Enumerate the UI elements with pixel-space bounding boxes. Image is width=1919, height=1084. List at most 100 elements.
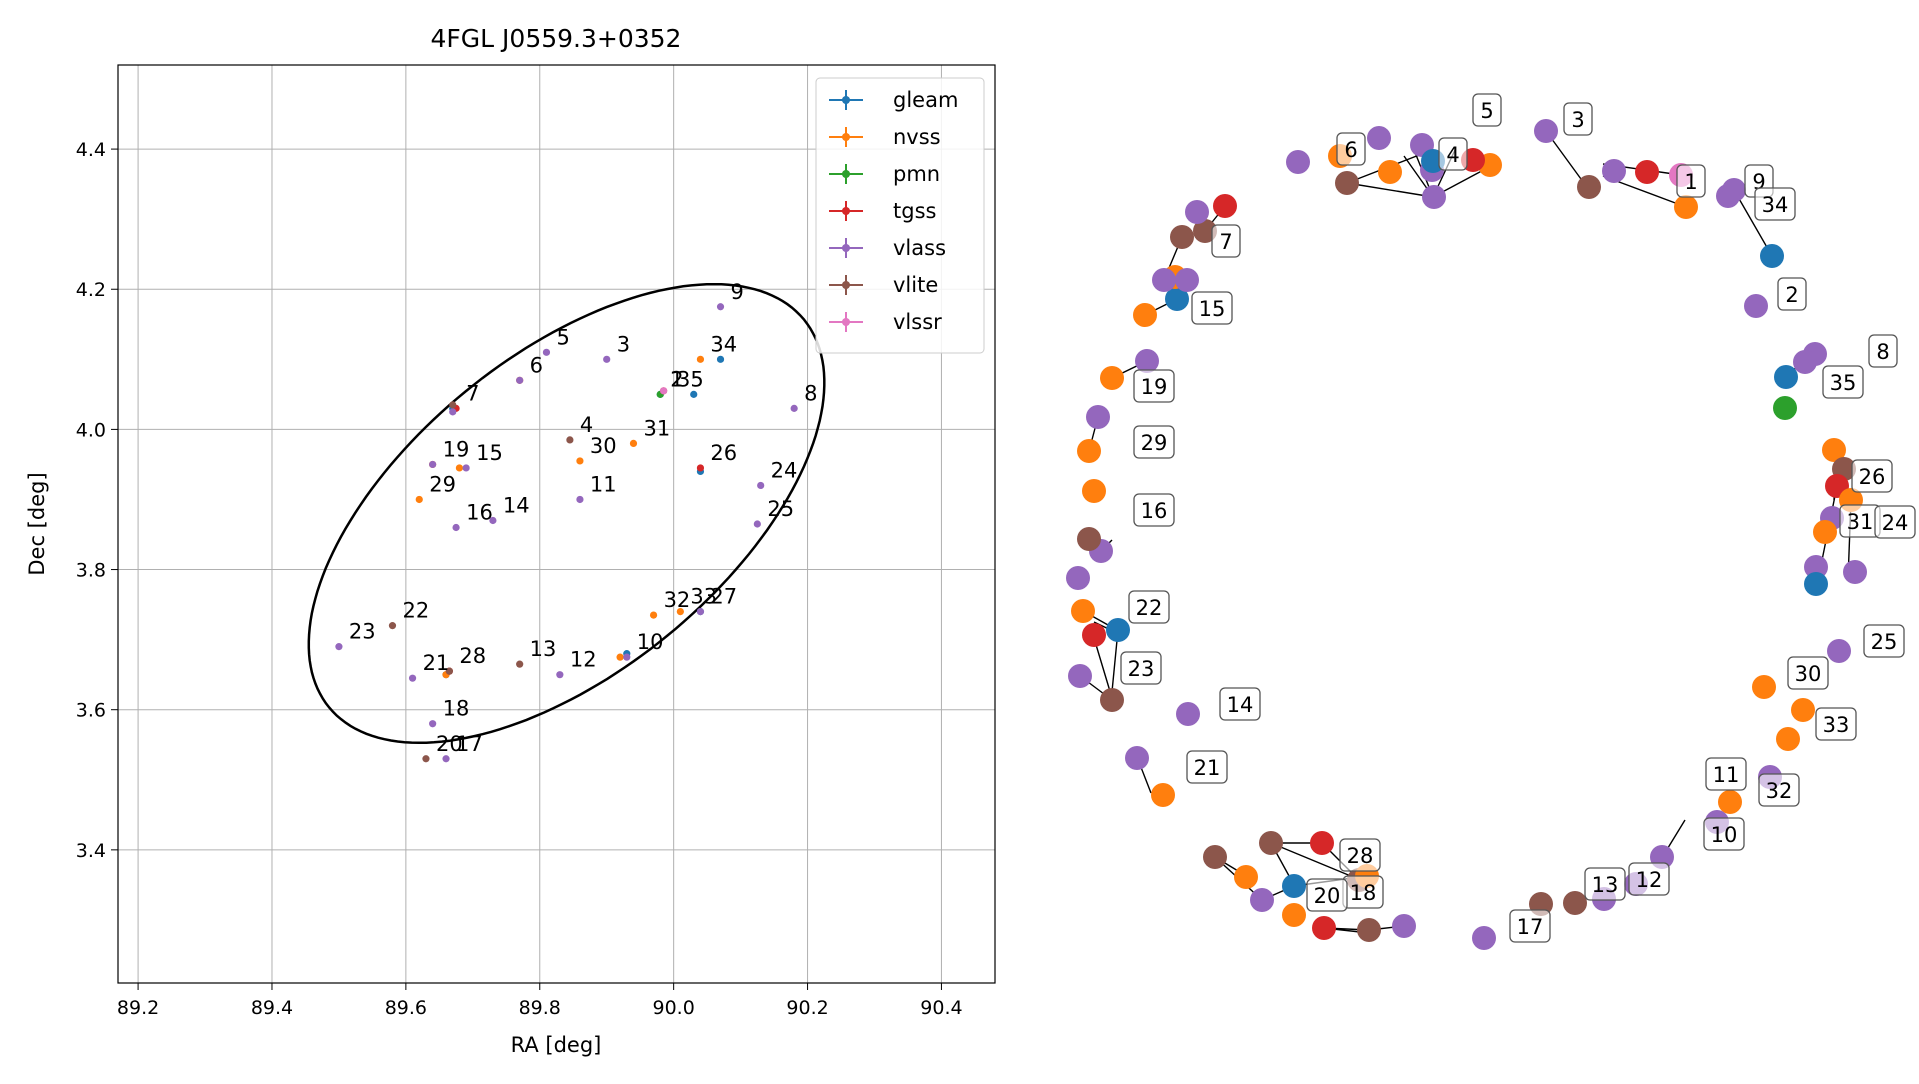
graph-node <box>1422 185 1446 209</box>
point-annotation: 17 <box>456 732 483 756</box>
graph-node-label: 8 <box>1868 334 1898 368</box>
graph-node-label: 28 <box>1339 838 1381 872</box>
point-annotation: 5 <box>556 325 569 349</box>
point-vlass <box>556 671 564 679</box>
point-vlass <box>452 523 460 532</box>
legend-label: vlass <box>893 236 946 260</box>
graph-node <box>1822 438 1846 462</box>
graph-node <box>1282 903 1306 927</box>
point-vlite <box>516 660 524 668</box>
graph-node <box>1804 572 1828 596</box>
graph-node-label: 25 <box>1863 624 1905 658</box>
graph-node <box>1077 439 1101 463</box>
points-layer <box>335 303 798 763</box>
graph-node <box>1774 365 1798 389</box>
graph-node-label-text: 10 <box>1711 823 1738 847</box>
x-tick-label: 89.6 <box>385 997 427 1019</box>
point-annotation: 18 <box>443 697 470 721</box>
graph-node-label-text: 13 <box>1592 873 1619 897</box>
point-annotation: 19 <box>443 437 470 461</box>
point-annotation: 24 <box>771 458 798 482</box>
point-gleam <box>690 390 698 398</box>
graph-edge <box>1733 189 1773 257</box>
point-vlass <box>790 404 798 412</box>
point-vlite <box>388 622 397 630</box>
point-vlass <box>516 376 524 384</box>
point-annotation: 3 <box>617 332 630 356</box>
graph-node-label: 14 <box>1219 687 1261 721</box>
graph-node-label: 22 <box>1128 590 1170 624</box>
graph-node-label-text: 14 <box>1227 693 1254 717</box>
graph-node-label-text: 17 <box>1517 915 1544 939</box>
graph-node-label-text: 22 <box>1136 596 1163 620</box>
graph-node-label: 23 <box>1120 651 1162 685</box>
graph-node <box>1776 727 1800 751</box>
point-vlass <box>462 464 470 472</box>
graph-node-label-text: 32 <box>1766 779 1793 803</box>
point-nvss <box>415 495 423 504</box>
graph-node-label-text: 31 <box>1847 510 1874 534</box>
graph-node <box>1135 349 1159 373</box>
graph-node <box>1282 874 1306 898</box>
graph-node-label: 29 <box>1133 425 1175 459</box>
uncertainty-ellipse-layer <box>307 282 826 745</box>
point-annotation: 9 <box>731 280 744 304</box>
graph-node <box>1577 175 1601 199</box>
legend-label: pmn <box>893 162 940 186</box>
point-annotation: 34 <box>710 332 737 356</box>
graph-node-label: 3 <box>1563 102 1593 136</box>
point-annotation: 30 <box>590 434 617 458</box>
graph-node-label: 5 <box>1472 93 1502 127</box>
point-annotation: 8 <box>804 381 817 405</box>
legend-item-pmn: pmn <box>829 162 940 186</box>
graph-node <box>1674 195 1698 219</box>
point-vlass <box>489 516 497 525</box>
graph-node-label-text: 2 <box>1785 283 1798 307</box>
graph-node <box>1635 160 1659 184</box>
graph-node-label: 24 <box>1874 505 1916 539</box>
graph-node-label: 32 <box>1758 773 1800 807</box>
graph-node <box>1165 287 1189 311</box>
chart-title: 4FGL J0559.3+0352 <box>431 24 682 53</box>
x-tick-label: 90.2 <box>786 997 828 1019</box>
point-annotation: 25 <box>767 497 794 521</box>
graph-node <box>1082 623 1106 647</box>
point-vlite <box>422 755 430 763</box>
graph-node <box>1827 639 1851 663</box>
point-annotation: 33 <box>690 585 717 609</box>
point-vlass <box>753 520 761 528</box>
graph-node <box>1534 119 1558 143</box>
point-annotation: 32 <box>664 588 691 612</box>
graph-node <box>1312 916 1336 940</box>
graph-node <box>1804 555 1828 579</box>
graph-node-label-text: 4 <box>1446 143 1459 167</box>
point-annotation: 10 <box>637 630 664 654</box>
graph-node <box>1068 664 1092 688</box>
point-vlite <box>445 667 453 675</box>
y-tick-label: 4.0 <box>76 419 106 441</box>
graph-node <box>1813 520 1837 544</box>
point-vlass <box>449 408 457 416</box>
point-annotation: 23 <box>349 620 376 644</box>
point-annotation: 13 <box>530 637 557 661</box>
y-tick-label: 3.6 <box>76 700 106 722</box>
point-vlass <box>442 755 450 763</box>
graph-node <box>1170 225 1194 249</box>
legend-label: gleam <box>893 88 958 112</box>
point-vlass <box>576 495 584 504</box>
x-tick-label: 89.4 <box>251 997 293 1019</box>
graph-edge <box>1270 842 1359 880</box>
graph-node <box>1203 845 1227 869</box>
graph-node-label-text: 5 <box>1480 99 1493 123</box>
graph-node-label: 18 <box>1342 875 1384 909</box>
graph-node <box>1175 268 1199 292</box>
graph-node-label-text: 34 <box>1762 193 1789 217</box>
graph-node <box>1086 405 1110 429</box>
graph-node-label: 7 <box>1211 224 1241 258</box>
point-annotation: 22 <box>402 599 429 623</box>
graph-node <box>1152 268 1176 292</box>
graph-node-label-text: 11 <box>1713 763 1740 787</box>
point-vlass <box>696 607 705 616</box>
